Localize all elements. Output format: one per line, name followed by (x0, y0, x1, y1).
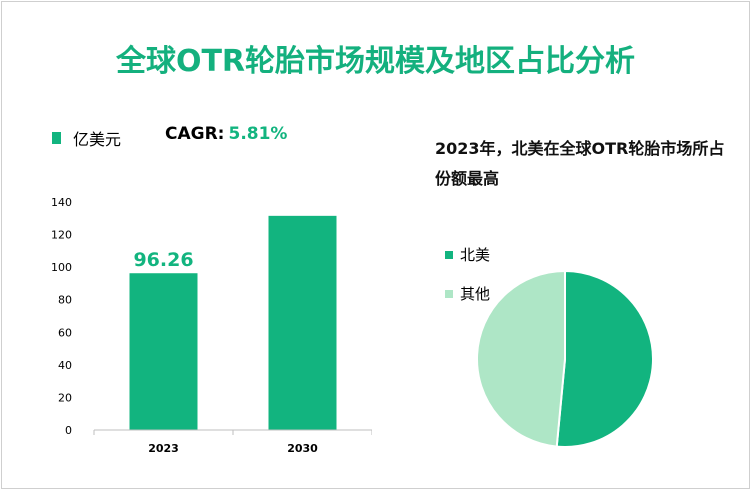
cagr-value: 5.81% (228, 124, 288, 144)
pie-legend-label-north-america: 北美 (460, 246, 491, 264)
pie-legend-item-north-america: 北美 (445, 244, 490, 265)
y-tick-label: 80 (58, 294, 72, 307)
pie-legend-item-other: 其他 (445, 283, 490, 304)
pie-slice-north-america (555, 269, 654, 448)
x-tick-label-2030: 2030 (287, 442, 318, 455)
bar-2023 (129, 273, 198, 430)
pie-legend-swatch-other (445, 289, 453, 298)
y-tick-label: 0 (65, 424, 72, 437)
bar-data-label-2023: 96.26 (133, 249, 193, 271)
y-tick-label: 100 (51, 261, 72, 274)
y-tick-label: 140 (51, 196, 72, 209)
pie-chart (475, 269, 654, 448)
pie-legend-swatch-north-america (445, 250, 453, 259)
bar-legend: 亿美元 (52, 126, 121, 150)
cagr-annotation: CAGR: 5.81% (165, 124, 287, 144)
cagr-label: CAGR: (165, 124, 225, 144)
bar-2030 (268, 215, 337, 430)
pie-note: 2023年，北美在全球OTR轮胎市场所占份额最高 (435, 139, 725, 188)
x-tick-label-2023: 2023 (148, 442, 179, 455)
bar-chart: 0 20 40 60 80 100 120 140 96.26 2023 2030 (51, 196, 372, 455)
y-tick-label: 40 (58, 359, 72, 372)
y-tick-label: 20 (58, 391, 72, 404)
pie-legend-label-other: 其他 (460, 285, 491, 303)
y-tick-label: 120 (51, 229, 72, 242)
bar-legend-label: 亿美元 (73, 130, 122, 149)
pie-slice-other (475, 269, 566, 448)
y-tick-label: 60 (58, 326, 72, 339)
chart-title: 全球OTR轮胎市场规模及地区占比分析 (115, 44, 636, 79)
bar-legend-swatch (52, 132, 61, 144)
